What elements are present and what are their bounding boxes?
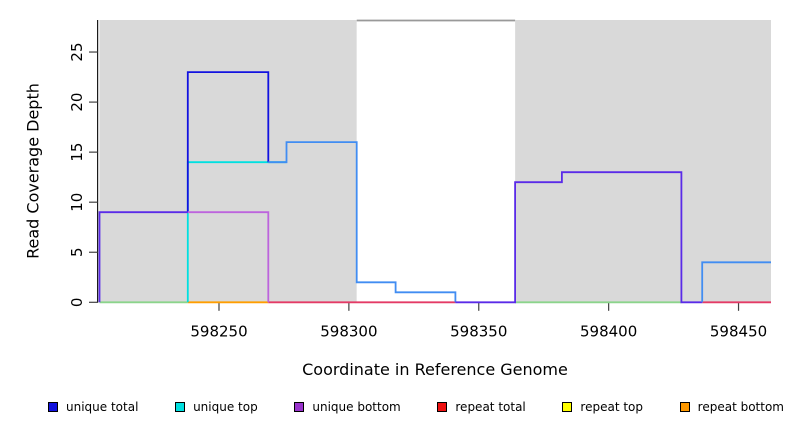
legend-label: unique top — [193, 400, 258, 414]
y-tick-label: 10 — [68, 193, 86, 212]
x-tick-label: 598350 — [450, 323, 507, 341]
legend-label: unique total — [66, 400, 139, 414]
legend-item-repeat-top: repeat top — [562, 400, 643, 414]
legend-item-repeat-bottom: repeat bottom — [679, 400, 784, 414]
unique-total-swatch-icon — [48, 402, 58, 412]
legend-label: unique bottom — [312, 400, 401, 414]
series-segment-lightblue-mid — [268, 141, 457, 303]
x-tick-label: 598250 — [190, 323, 247, 341]
legend: unique total unique top unique bottom re… — [48, 400, 784, 414]
repeat-total-swatch-icon — [437, 402, 448, 412]
unique-top-swatch-icon — [175, 402, 186, 412]
repeat-top-swatch-icon — [562, 402, 573, 412]
y-tick-label: 0 — [68, 298, 86, 308]
legend-item-unique-bottom: unique bottom — [294, 400, 401, 414]
series-segment-violet-left-9 — [98, 211, 188, 303]
x-tick-label: 598400 — [580, 323, 637, 341]
legend-label: repeat total — [455, 400, 526, 414]
x-axis-title: Coordinate in Reference Genome — [302, 360, 568, 379]
y-tick-label: 5 — [68, 247, 86, 257]
x-tick-label: 598300 — [320, 323, 377, 341]
y-axis-title: Read Coverage Depth — [23, 83, 43, 259]
shaded-region — [515, 20, 771, 303]
y-tick-label: 15 — [68, 143, 86, 162]
repeat-bottom-swatch-icon — [679, 402, 690, 412]
x-tick-label: 598450 — [710, 323, 767, 341]
shaded-region — [99, 20, 357, 303]
series-segment-purple-bottom-line — [187, 211, 270, 303]
y-tick-label: 25 — [68, 42, 86, 61]
y-tick-label: 20 — [68, 93, 86, 112]
series-segment-lightblue-right-4 — [701, 261, 771, 303]
legend-item-repeat-total: repeat total — [437, 400, 526, 414]
legend-item-unique-total: unique total — [48, 400, 138, 414]
legend-label: repeat top — [580, 400, 644, 414]
unique-bottom-swatch-icon — [294, 402, 305, 412]
series-segment-blue-total-peak — [186, 71, 270, 213]
legend-item-unique-top: unique top — [175, 400, 258, 414]
legend-label: repeat bottom — [697, 400, 784, 414]
series-segment-violet-right-12-13 — [455, 171, 703, 304]
